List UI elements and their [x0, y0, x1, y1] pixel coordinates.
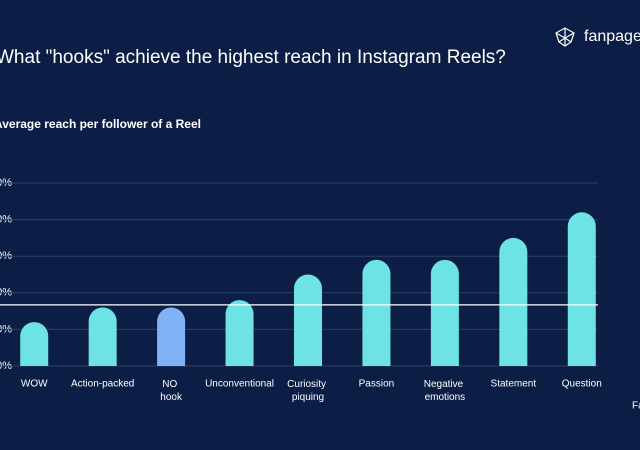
bar — [225, 300, 254, 366]
x-tick-label: Negative emotions — [424, 379, 466, 403]
x-tick-label: Question — [562, 379, 602, 390]
x-tick-label: Unconventional — [205, 379, 274, 390]
x-tick-label: NO hook — [160, 379, 183, 403]
x-tick-label: Action-packed — [71, 379, 134, 390]
x-tick-label: Curiosity piquing — [287, 379, 329, 403]
x-tick-label: WOW — [21, 379, 48, 390]
chart-subtitle: Average reach per follower of a Reel — [0, 117, 201, 131]
x-tick-label: Statement — [491, 379, 537, 390]
bar — [362, 259, 391, 366]
bar — [430, 259, 459, 366]
chart-title: What "hooks" achieve the highest reach i… — [0, 47, 506, 68]
bar — [88, 307, 117, 366]
bar — [567, 212, 596, 366]
source: Fa — [632, 401, 640, 412]
brand-logo — [555, 27, 575, 47]
bar — [294, 274, 322, 366]
bar — [157, 307, 186, 366]
x-tick-label: Passion — [359, 379, 395, 390]
bar — [20, 322, 49, 366]
brand-name: fanpage — [584, 28, 640, 45]
bar — [499, 237, 528, 366]
